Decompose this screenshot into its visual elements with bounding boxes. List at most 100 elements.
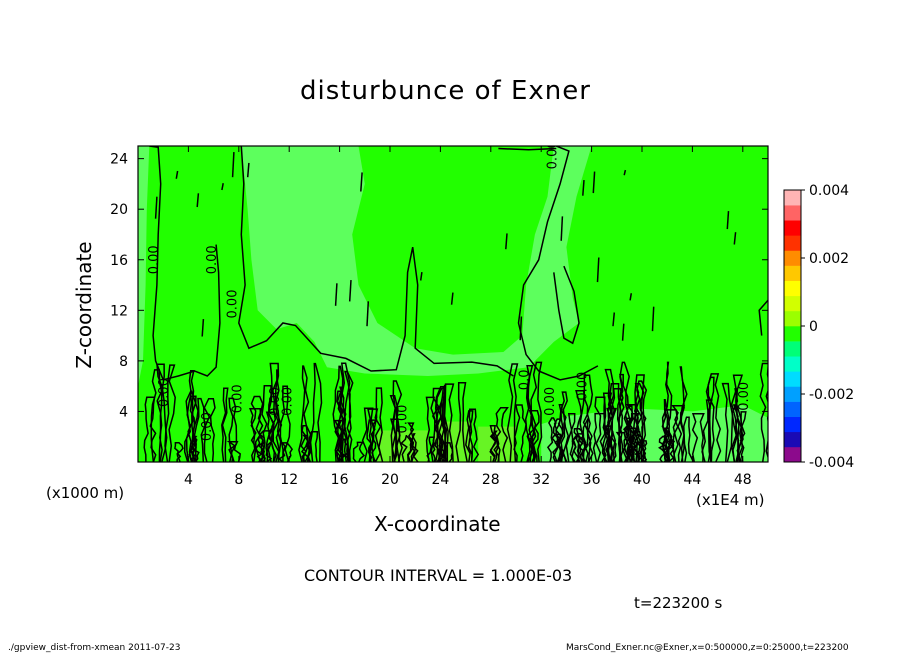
contour-streak xyxy=(348,280,352,302)
contour-streak xyxy=(201,319,205,337)
x-tick-label: 48 xyxy=(734,472,752,488)
contour-cell xyxy=(557,391,569,462)
contour-streak xyxy=(621,323,625,341)
y-axis: 4 8 12 16 20 24 xyxy=(110,152,768,420)
y-tick-label: 8 xyxy=(119,354,128,370)
contour-cell xyxy=(455,382,468,462)
contour-cell xyxy=(555,433,565,462)
contour-cell xyxy=(265,411,277,462)
contour-interval-label: CONTOUR INTERVAL = 1.000E-03 xyxy=(304,566,573,585)
contour-streak xyxy=(596,257,600,283)
contour-streak xyxy=(726,211,730,230)
contour-cell xyxy=(679,366,688,462)
contour-cell xyxy=(407,422,417,462)
contour-cell xyxy=(604,368,615,462)
colorbar-segment xyxy=(784,310,801,327)
contour-streak xyxy=(450,292,454,305)
x-axis-unit-left: (x1000 m) xyxy=(46,484,125,502)
contour-cell xyxy=(185,390,197,462)
colorbar-label: -0.002 xyxy=(809,387,854,403)
contour-cell xyxy=(367,408,382,462)
x-axis: 4 8 12 16 20 24 28 32 36 40 44 48 xyxy=(184,146,752,488)
contour-cell xyxy=(339,362,351,462)
contour-cell xyxy=(730,374,744,462)
x-tick-label: 44 xyxy=(683,472,701,488)
contour-cell xyxy=(554,403,567,462)
contour-label: 0.00 xyxy=(543,387,558,416)
contour-streak xyxy=(629,293,633,301)
contour-streak xyxy=(334,283,338,306)
contour-streak xyxy=(221,183,224,191)
contour-label: 0.00 xyxy=(545,140,560,169)
contour-label: 0.00 xyxy=(737,382,752,411)
x-axis-label: X-coordinate xyxy=(374,512,501,536)
contour-cell xyxy=(228,397,238,462)
contour-labels: 0.00 0.000.000.000.000.00 0.000.000.000.00… xyxy=(147,140,752,441)
contour-cell xyxy=(193,397,206,462)
contour-cell xyxy=(279,385,291,462)
contour-streak xyxy=(366,301,370,327)
plot-frame xyxy=(137,145,769,463)
contour-far-right xyxy=(758,299,768,336)
contour-cell xyxy=(635,380,648,462)
contour-cell xyxy=(278,442,294,462)
contour-cell xyxy=(203,397,216,462)
contour-streak xyxy=(360,172,363,192)
contour-cell xyxy=(721,382,734,462)
colorbar-segment xyxy=(784,371,801,387)
x-tick-label: 40 xyxy=(633,472,651,488)
contour-right-upper xyxy=(517,146,599,381)
contour-cell xyxy=(671,404,686,462)
contour-cell xyxy=(309,362,323,462)
contour-streak xyxy=(612,312,616,327)
contour-cell xyxy=(389,418,403,462)
colorbar-segment xyxy=(784,220,801,236)
y-tick-label: 20 xyxy=(110,202,128,218)
contour-cell xyxy=(594,396,608,462)
contour-lines xyxy=(143,146,768,462)
contour-cell xyxy=(164,364,176,462)
contour-cell xyxy=(391,380,403,462)
x-tick-label: 24 xyxy=(431,472,449,488)
y-tick-label: 12 xyxy=(110,303,128,319)
contour-top xyxy=(498,147,557,151)
contour-cell xyxy=(489,424,500,462)
light-region-1 xyxy=(241,146,592,376)
colorbar-segment xyxy=(784,431,801,448)
contour-streak xyxy=(505,233,508,250)
colorbar-segment xyxy=(784,295,801,312)
contour-cell xyxy=(226,440,241,462)
light-region-0 xyxy=(138,146,150,387)
x-tick-label: 12 xyxy=(280,472,298,488)
contour-cell xyxy=(255,437,266,462)
contour-cell xyxy=(467,408,480,462)
contour-streak xyxy=(246,162,250,178)
contour-streak xyxy=(154,196,158,219)
contour-cell xyxy=(759,362,768,462)
x-tick-label: 28 xyxy=(482,472,500,488)
colorbar-label: -0.004 xyxy=(809,455,854,471)
colorbar-segment xyxy=(784,250,801,266)
contour-cell xyxy=(150,369,163,462)
contour-streak xyxy=(419,271,423,281)
contour-cell xyxy=(272,369,282,462)
colorbar-label: 0 xyxy=(809,319,818,335)
contour-cell xyxy=(248,407,262,462)
contour-streak xyxy=(519,316,523,341)
contour-label: 0.00 xyxy=(225,290,240,319)
contour-cell xyxy=(631,374,645,462)
contour-cell xyxy=(334,390,344,462)
contour-cell xyxy=(425,396,436,462)
y-tick-label: 24 xyxy=(110,152,128,168)
contour-cell xyxy=(582,418,594,462)
colorbar-segment xyxy=(784,205,801,221)
contour-label: 0.0 xyxy=(518,369,533,390)
colorbar-segment xyxy=(784,401,801,417)
colorbar-segment xyxy=(784,356,801,372)
contour-cell xyxy=(683,416,695,462)
contour-right-loop xyxy=(553,265,580,345)
x-tick-label: 8 xyxy=(234,472,243,488)
colorbar: 0.004 0.002 0 -0.002 -0.004 xyxy=(783,183,854,471)
contour-streak xyxy=(733,232,737,245)
colorbar-segment xyxy=(784,190,801,206)
